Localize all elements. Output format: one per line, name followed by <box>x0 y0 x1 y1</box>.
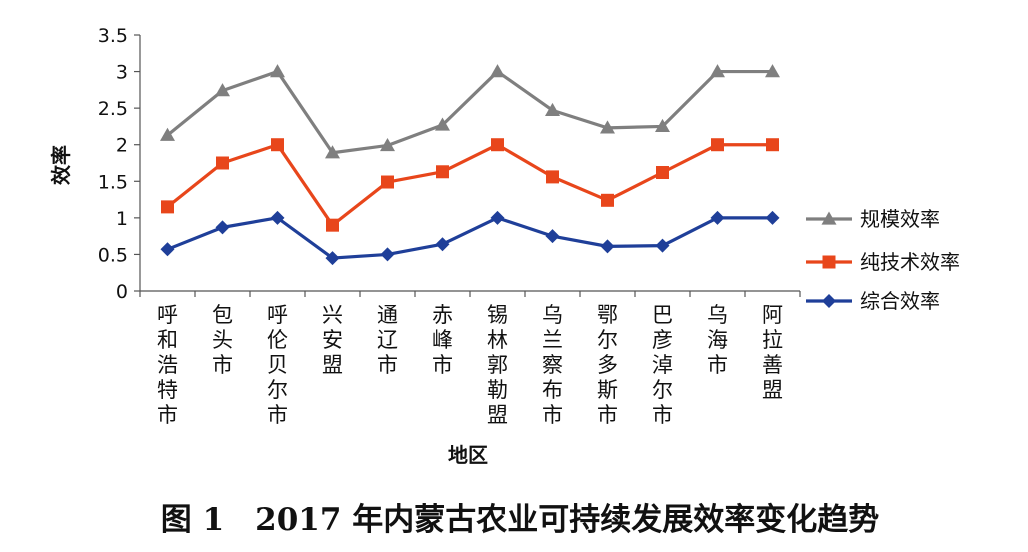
data-point-triangle <box>215 83 230 97</box>
x-tick-label: 鄂尔多斯市 <box>597 303 618 427</box>
figure-caption: 图 1 2017 年内蒙古农业可持续发展效率变化趋势 <box>161 502 879 538</box>
data-point-triangle <box>270 64 285 78</box>
legend-item: 纯技术效率 <box>806 250 960 274</box>
x-tick-label: 巴彦淖尔市 <box>652 303 673 427</box>
data-point-diamond <box>380 247 395 262</box>
data-point-square <box>271 138 284 152</box>
y-axis: 0 0.5 1 1.5 2 2.5 3 3.5 <box>98 25 141 303</box>
data-point-square <box>601 193 614 207</box>
y-tick-label: 3.5 <box>98 25 128 47</box>
series-square <box>161 138 779 232</box>
x-tick-label: 阿拉善盟 <box>762 303 783 402</box>
data-point-diamond <box>325 251 340 266</box>
legend-label: 规模效率 <box>860 207 940 231</box>
data-point-diamond <box>270 210 285 225</box>
data-point-square <box>161 200 174 214</box>
data-point-triangle <box>545 102 560 116</box>
legend-label: 纯技术效率 <box>860 250 960 274</box>
data-point-triangle <box>325 145 340 159</box>
x-tick-label: 兴安盟 <box>322 303 343 377</box>
data-point-triangle <box>435 117 450 131</box>
legend-item: 综合效率 <box>806 289 940 313</box>
x-tick-label: 通辽市 <box>377 303 398 377</box>
legend-label: 综合效率 <box>860 289 940 313</box>
series-triangle <box>160 64 780 159</box>
data-point-triangle <box>600 120 615 134</box>
y-tick-label: 2.5 <box>98 98 128 120</box>
y-tick-label: 1.5 <box>98 171 128 193</box>
y-tick-label: 3 <box>116 62 128 84</box>
x-tick-label: 包头市 <box>212 303 233 377</box>
x-axis-title: 地区 <box>448 443 488 467</box>
y-tick-label: 1 <box>116 208 128 230</box>
data-point-diamond <box>215 220 230 235</box>
series-line <box>166 143 773 227</box>
data-point-square <box>381 175 394 189</box>
series-line <box>166 216 773 260</box>
data-point-diamond <box>822 294 836 308</box>
data-point-square <box>436 165 449 179</box>
data-point-triangle <box>821 211 837 225</box>
data-point-diamond <box>490 210 505 225</box>
x-tick-label: 乌海市 <box>707 303 728 377</box>
y-axis-title: 效率 <box>49 145 73 185</box>
data-point-diamond <box>435 237 450 252</box>
data-point-square <box>216 156 229 170</box>
data-point-square <box>766 138 779 152</box>
data-point-triangle <box>710 64 725 78</box>
data-point-triangle <box>490 64 505 78</box>
data-point-diamond <box>765 210 780 225</box>
x-tick-label: 呼伦贝尔市 <box>267 303 288 427</box>
y-tick-label: 2 <box>116 135 128 157</box>
data-point-square <box>822 255 836 269</box>
legend-item: 规模效率 <box>806 207 940 231</box>
x-axis: 呼和浩特市 包头市 呼伦贝尔市 兴安盟 通辽市 赤峰市 锡林郭勒盟 乌兰察布市 鄂尔多斯市 巴彦淖… <box>139 290 801 427</box>
data-point-square <box>711 138 724 152</box>
x-tick-label: 呼和浩特市 <box>157 303 178 427</box>
data-point-diamond <box>710 210 725 225</box>
data-point-square <box>491 138 504 152</box>
data-point-triangle <box>765 64 780 78</box>
data-point-diamond <box>600 239 615 254</box>
series-diamond <box>160 210 780 266</box>
data-point-diamond <box>545 229 560 244</box>
data-point-square <box>546 170 559 184</box>
data-point-diamond <box>160 242 175 257</box>
data-point-diamond <box>655 238 670 253</box>
data-point-triangle <box>655 118 670 133</box>
x-tick-label: 乌兰察布市 <box>542 303 563 427</box>
x-tick-label: 赤峰市 <box>432 303 453 377</box>
data-point-square <box>656 166 669 180</box>
y-tick-label: 0 <box>116 281 128 303</box>
data-point-square <box>326 218 339 232</box>
data-point-triangle <box>160 127 175 141</box>
data-point-triangle <box>380 137 395 152</box>
x-tick-label: 锡林郭勒盟 <box>487 303 508 427</box>
series-layer <box>160 64 780 266</box>
series-line <box>166 69 773 155</box>
y-tick-label: 0.5 <box>98 244 128 266</box>
